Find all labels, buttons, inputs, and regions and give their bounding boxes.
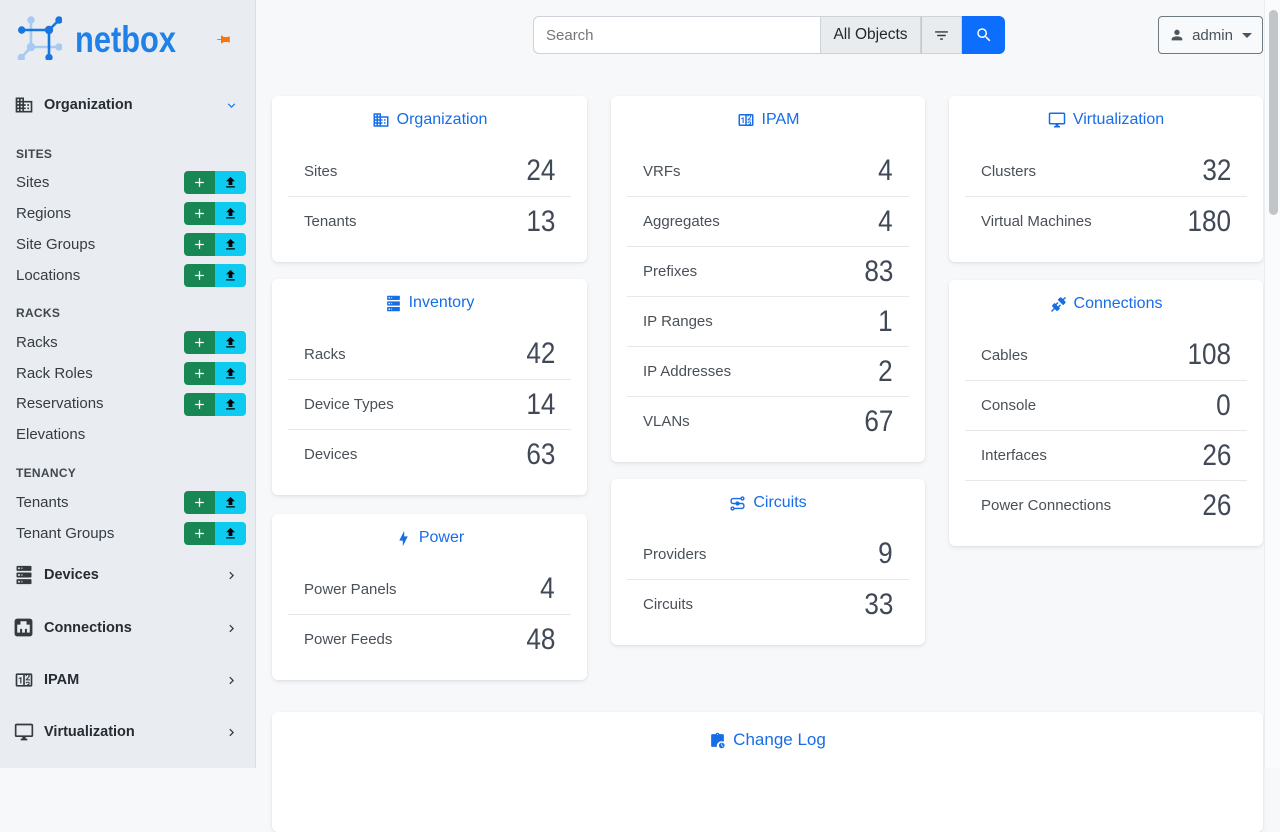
svg-text:netbox: netbox: [75, 19, 176, 60]
